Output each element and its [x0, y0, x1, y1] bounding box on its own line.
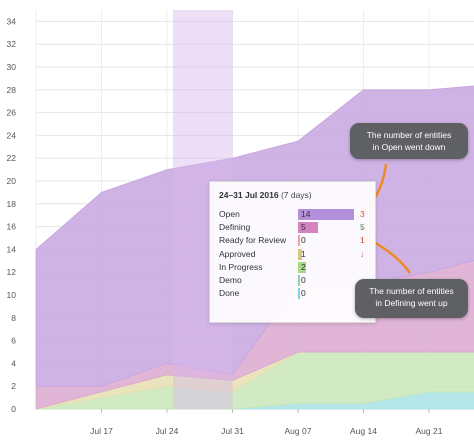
- callout-open-went-down: The number of entities in Open went down: [350, 123, 468, 159]
- callout-open-line1: The number of entities: [366, 130, 452, 140]
- callout-defining-line2: in Defining went up: [375, 298, 448, 308]
- tooltip-row: Done 0: [219, 287, 366, 300]
- y-tick-label: 16: [7, 222, 17, 232]
- tooltip-row-label: Demo: [219, 274, 242, 285]
- tooltip-row-label: Ready for Review: [219, 235, 287, 246]
- x-tick-label: Aug 07: [285, 426, 312, 436]
- tooltip-row-label: Approved: [219, 248, 256, 259]
- x-tick-label: Jul 24: [156, 426, 179, 436]
- tooltip-row-change: 3 ↓: [360, 209, 365, 233]
- tooltip-row-value: 0: [301, 274, 306, 285]
- y-tick-label: 10: [7, 290, 17, 300]
- tooltip-row: Ready for Review 0 1 ↓: [219, 234, 366, 259]
- tooltip-row: Open 14 3 ↓: [219, 208, 366, 232]
- tooltip-row-label: Open: [219, 209, 240, 219]
- x-tick-label: Jul 31: [221, 426, 244, 436]
- tooltip-row: In Progress 2: [219, 261, 366, 274]
- tooltip-header: 24–31 Jul 2016 (7 days): [219, 190, 366, 200]
- tooltip-row-bar: [298, 235, 300, 247]
- y-tick-label: 26: [7, 108, 17, 118]
- tooltip-row-bar: [298, 209, 354, 220]
- y-tick-label: 32: [7, 39, 17, 49]
- x-tick-label: Jul 17: [90, 426, 113, 436]
- tooltip-row-value: 2: [301, 261, 306, 272]
- y-tick-label: 2: [11, 381, 16, 391]
- tooltip-row-label: Done: [219, 288, 240, 299]
- y-tick-label: 12: [7, 267, 17, 277]
- tooltip-row-change: 5 ↑: [360, 222, 365, 246]
- tooltip-row: Approved 1: [219, 248, 366, 261]
- y-tick-label: 0: [11, 404, 16, 414]
- tooltip-row-value: 5: [301, 222, 306, 233]
- y-tick-label: 4: [11, 358, 16, 368]
- y-tick-label: 34: [7, 16, 17, 26]
- x-tick-label: Aug 14: [350, 426, 377, 436]
- tooltip-row-bar: [298, 288, 300, 300]
- tooltip-row-value: 0: [301, 235, 306, 246]
- tooltip-row-label: In Progress: [219, 261, 263, 272]
- y-tick-label: 14: [7, 244, 17, 254]
- tooltip-rows: Open 14 3 ↓ Defining 5 5 ↑ Ready for Review 0 1 …: [219, 208, 366, 300]
- y-tick-label: 8: [11, 313, 16, 323]
- week-tooltip: 24–31 Jul 2016 (7 days) Open 14 3 ↓ Definin…: [209, 181, 376, 323]
- y-tick-label: 30: [7, 62, 17, 72]
- x-tick-label: Aug 21: [416, 426, 443, 436]
- x-axis-ticks: Jul 17 Jul 24 Jul 31 Aug 07 Aug 14 Aug 21: [90, 409, 443, 436]
- tooltip-row-value: 1: [301, 248, 306, 259]
- y-tick-label: 6: [11, 336, 16, 346]
- tooltip-days: (7 days): [280, 190, 312, 200]
- tooltip-row: Defining 5 5 ↑: [219, 221, 366, 245]
- y-tick-label: 22: [7, 153, 17, 163]
- tooltip-row-bar: [298, 248, 302, 260]
- callout-defining-line1: The number of entities: [369, 286, 454, 296]
- callout-open-line2: in Open went down: [372, 142, 446, 152]
- tooltip-row-label: Defining: [219, 222, 251, 233]
- tooltip-row-value: 0: [301, 288, 306, 299]
- y-tick-label: 20: [7, 176, 17, 186]
- tooltip-row-change: 1 ↓: [360, 235, 365, 259]
- tooltip-date-range: 24–31 Jul 2016: [219, 190, 279, 200]
- y-tick-label: 18: [7, 199, 17, 209]
- y-tick-label: 28: [7, 85, 17, 95]
- y-tick-label: 24: [7, 130, 17, 140]
- tooltip-row-bar: [298, 274, 300, 286]
- tooltip-row-value: 14: [301, 209, 311, 219]
- tooltip-row-bar: [298, 222, 318, 234]
- callout-defining-went-up: The number of entities in Defining went …: [355, 279, 468, 318]
- tooltip-row-bar: [298, 261, 306, 273]
- tooltip-row: Demo 0: [219, 274, 366, 287]
